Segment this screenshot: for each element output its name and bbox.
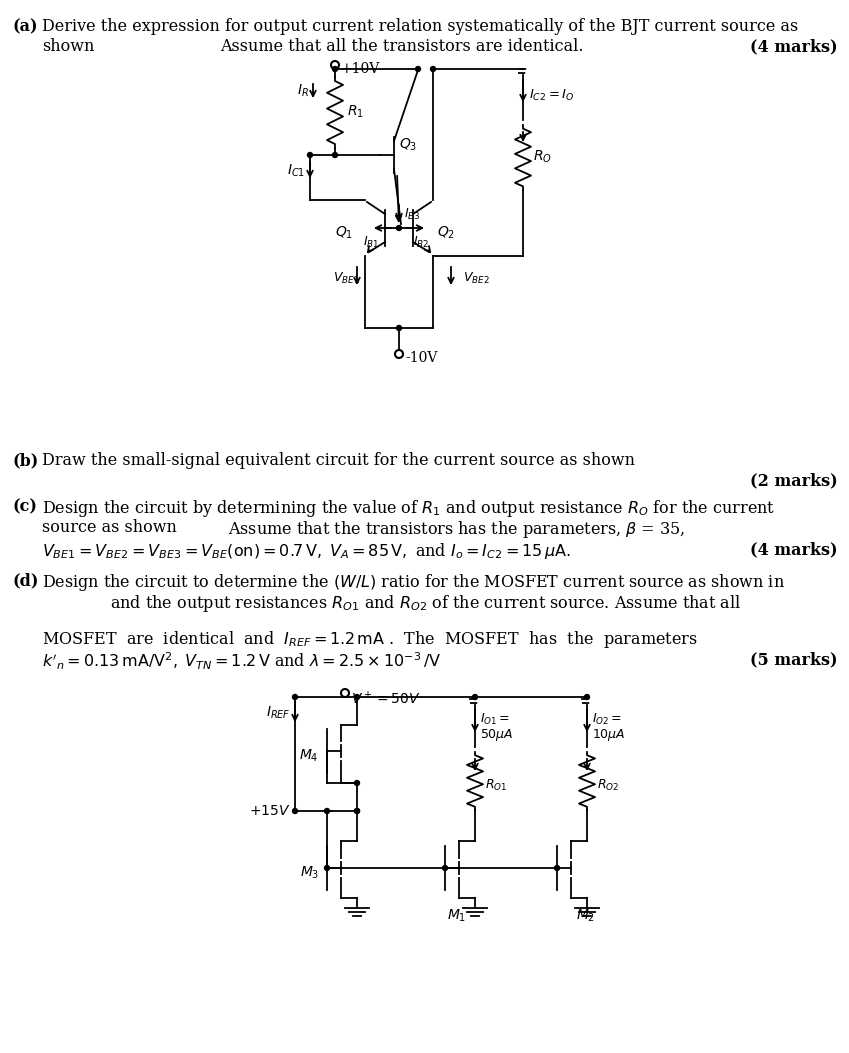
Circle shape (307, 153, 312, 158)
Text: MOSFET  are  identical  and  $I_{REF} = 1.2\,\mathrm{mA}$ .  The  MOSFET  has  t: MOSFET are identical and $I_{REF} = 1.2\… (42, 629, 698, 650)
Circle shape (396, 325, 402, 331)
Text: (4 marks): (4 marks) (751, 38, 838, 55)
Text: $I_{REF}$: $I_{REF}$ (267, 704, 291, 721)
Circle shape (355, 809, 359, 814)
Text: $M_2$: $M_2$ (576, 908, 595, 925)
Text: $Q_2$: $Q_2$ (437, 224, 455, 241)
Text: $V_{BE1}$: $V_{BE1}$ (333, 271, 360, 285)
Circle shape (324, 809, 329, 814)
Text: (2 marks): (2 marks) (751, 472, 838, 489)
Text: Design the circuit by determining the value of $R_1$ and output resistance $R_O$: Design the circuit by determining the va… (42, 498, 775, 519)
Text: $M_3$: $M_3$ (300, 865, 319, 881)
Circle shape (473, 695, 477, 699)
Circle shape (333, 153, 338, 158)
Text: (5 marks): (5 marks) (751, 651, 838, 668)
Text: $R_{O1}$: $R_{O1}$ (485, 777, 508, 793)
Text: (d): (d) (13, 572, 39, 589)
Text: $M_4$: $M_4$ (300, 748, 319, 764)
Circle shape (355, 695, 359, 699)
Circle shape (415, 66, 420, 72)
Text: $V^+=50V$: $V^+=50V$ (351, 691, 421, 708)
Text: $I_{E3}$: $I_{E3}$ (404, 206, 420, 221)
Circle shape (554, 866, 559, 871)
Circle shape (333, 66, 338, 72)
Text: $M_1$: $M_1$ (447, 908, 467, 925)
Text: $I_{B2}$: $I_{B2}$ (413, 235, 430, 250)
Text: $I_{C2} = I_O$: $I_{C2} = I_O$ (529, 87, 575, 102)
Text: $50\mu A$: $50\mu A$ (480, 727, 514, 743)
Text: Draw the small-signal equivalent circuit for the current source as shown: Draw the small-signal equivalent circuit… (42, 452, 635, 469)
Text: Assume that the transistors has the parameters, $\beta$ = 35,: Assume that the transistors has the para… (228, 519, 685, 540)
Text: $I_R$: $I_R$ (297, 83, 309, 99)
Text: (a): (a) (13, 18, 38, 35)
Circle shape (442, 866, 447, 871)
Text: $10\mu A$: $10\mu A$ (592, 727, 626, 743)
Circle shape (293, 695, 297, 699)
Text: Derive the expression for output current relation systematically of the BJT curr: Derive the expression for output current… (42, 18, 798, 35)
Text: $+15V$: $+15V$ (250, 804, 291, 818)
Text: $I_{O1}=$: $I_{O1}=$ (480, 712, 510, 727)
Text: $Q_3$: $Q_3$ (399, 137, 418, 153)
Text: +10V: +10V (341, 62, 380, 76)
Text: shown: shown (42, 38, 94, 55)
Text: source as shown: source as shown (42, 519, 177, 536)
Text: -10V: -10V (405, 351, 437, 365)
Circle shape (355, 780, 359, 786)
Text: $V_{BE2}$: $V_{BE2}$ (463, 271, 490, 285)
Text: $V_{BE1} = V_{BE2} = V_{BE3} = V_{BE}(\mathrm{on}) = 0.7\,\mathrm{V},\;V_A = 85\: $V_{BE1} = V_{BE2} = V_{BE3} = V_{BE}(\m… (42, 541, 571, 561)
Circle shape (293, 809, 297, 814)
Circle shape (430, 66, 436, 72)
Circle shape (584, 695, 589, 699)
Circle shape (355, 809, 359, 814)
Text: $R_1$: $R_1$ (347, 104, 364, 120)
Circle shape (324, 866, 329, 871)
Text: $R_{O2}$: $R_{O2}$ (597, 777, 619, 793)
Text: $Q_1$: $Q_1$ (335, 224, 353, 241)
Text: (4 marks): (4 marks) (751, 541, 838, 558)
Text: $k'_n = 0.13\,\mathrm{mA/V^2},\; V_{TN} = 1.2\,\mathrm{V}$ and $\lambda = 2.5 \t: $k'_n = 0.13\,\mathrm{mA/V^2},\; V_{TN} … (42, 651, 441, 673)
Text: (b): (b) (13, 452, 39, 469)
Text: $I_{C1}$: $I_{C1}$ (287, 163, 305, 179)
Text: $R_O$: $R_O$ (533, 148, 552, 165)
Text: Design the circuit to determine the $(W/L)$ ratio for the MOSFET current source : Design the circuit to determine the $(W/… (42, 572, 785, 593)
Text: $I_{B1}$: $I_{B1}$ (363, 235, 379, 250)
Text: Assume that all the transistors are identical.: Assume that all the transistors are iden… (220, 38, 583, 55)
Text: and the output resistances $R_{O1}$ and $R_{O2}$ of the current source. Assume t: and the output resistances $R_{O1}$ and … (110, 593, 741, 614)
Circle shape (396, 225, 402, 231)
Text: (c): (c) (13, 498, 38, 515)
Text: $I_{O2}=$: $I_{O2}=$ (592, 712, 622, 727)
